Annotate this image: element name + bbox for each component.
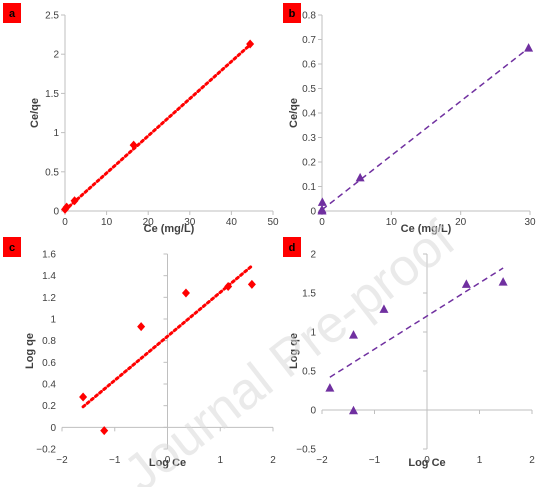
- panel-tag-label: b: [289, 8, 296, 20]
- panel-tag-label: c: [9, 242, 15, 254]
- data-point-diamond: [79, 392, 88, 402]
- y-axis-title: Log qe: [24, 333, 36, 369]
- y-tick-label: 1.6: [42, 250, 56, 261]
- x-tick-label: 10: [101, 217, 113, 228]
- y-axis-title: Ce/qe: [29, 98, 41, 128]
- trendline: [81, 264, 254, 409]
- y-tick-label: 0.5: [302, 84, 316, 95]
- y-tick-label: 0.5: [302, 367, 316, 378]
- data-point-triangle: [349, 405, 358, 415]
- data-point-triangle: [524, 43, 534, 52]
- panel-d: −0.5 0 0.5 1 1.5 2 −2 −1 0 1 2 Log Ce Log qe d: [283, 237, 535, 469]
- y-tick-label: 0.5: [45, 167, 59, 178]
- x-axis-title: Ce (mg/L): [144, 223, 195, 235]
- panel-c: −0.2 0 0.2 0.4 0.6 0.8 1 1.2 1.4 1.6 −2 −1 0 1 2 Log Ce…: [3, 237, 276, 469]
- x-tick-label: 20: [143, 217, 155, 228]
- y-tick-label: 0.4: [42, 380, 56, 391]
- y-tick-label: 0.6: [42, 358, 56, 369]
- x-axis-title: Log Ce: [149, 457, 186, 469]
- panel-a: 0 0.5 1 1.5 2 2.5 0 10 20 30 40 50 Ce (mg/L) Ce/qe a: [3, 3, 279, 235]
- y-tick-label: −0.5: [296, 445, 316, 456]
- x-tick-label: 1: [217, 455, 223, 466]
- data-point-diamond: [129, 140, 138, 150]
- y-tick-label: 0.3: [302, 133, 316, 144]
- x-tick-label: −1: [109, 455, 121, 466]
- panel-b: 0 0.1 0.2 0.3 0.4 0.5 0.6 0.7 0.8 0 10 20 30 Ce (mg/L…: [283, 3, 536, 235]
- x-tick-label: 40: [226, 217, 238, 228]
- x-tick-label: −1: [369, 455, 381, 466]
- y-tick-label: 0.1: [302, 182, 316, 193]
- y-tick-label: 1.5: [45, 89, 59, 100]
- y-tick-label: 0.7: [302, 35, 316, 46]
- x-tick-label: 0: [319, 217, 325, 228]
- y-tick-label: 2: [53, 50, 59, 61]
- trendline: [63, 43, 252, 212]
- y-tick-label: 0: [310, 406, 316, 417]
- y-tick-label: 1.4: [42, 271, 56, 282]
- y-tick-label: 0.2: [302, 158, 316, 169]
- y-tick-label: 1.2: [42, 293, 56, 304]
- y-tick-label: 0.4: [302, 109, 316, 120]
- data-point-diamond: [181, 288, 190, 298]
- data-point-triangle: [498, 277, 508, 286]
- x-tick-label: 20: [455, 217, 467, 228]
- data-point-triangle: [379, 304, 389, 313]
- x-axis-title: Ce (mg/L): [401, 223, 452, 235]
- y-axis-title: Ce/qe: [288, 98, 300, 128]
- y-tick-label: 0.8: [42, 336, 56, 347]
- y-tick-label: 2.5: [45, 11, 59, 22]
- data-point-diamond: [100, 426, 109, 436]
- data-point-diamond: [246, 39, 255, 49]
- trendline: [321, 47, 530, 211]
- data-point-diamond: [224, 282, 233, 291]
- data-point-diamond: [70, 196, 79, 206]
- x-axis-title: Log Ce: [408, 457, 445, 469]
- x-tick-label: −2: [316, 455, 328, 466]
- y-tick-label: 0: [310, 207, 316, 218]
- panel-tag-label: a: [9, 8, 16, 20]
- x-tick-label: 1: [477, 455, 483, 466]
- panel-tag-box: [283, 3, 301, 23]
- y-tick-label: 0.6: [302, 60, 316, 71]
- panel-tag-box: [3, 3, 21, 23]
- y-tick-label: 0.8: [302, 11, 316, 22]
- x-tick-label: 2: [270, 455, 276, 466]
- y-tick-label: −0.2: [36, 445, 56, 456]
- y-tick-label: 1: [50, 315, 56, 326]
- data-point-diamond: [62, 202, 71, 212]
- data-point-triangle: [317, 204, 327, 214]
- x-tick-label: −2: [56, 455, 68, 466]
- trendline: [329, 267, 504, 378]
- panel-tag-label: d: [289, 242, 296, 254]
- x-tick-label: 0: [165, 455, 171, 466]
- data-point-triangle: [317, 197, 327, 206]
- y-tick-label: 0.2: [42, 401, 56, 412]
- data-point-diamond: [247, 279, 256, 289]
- x-tick-label: 50: [267, 217, 279, 228]
- data-point-diamond: [137, 322, 146, 332]
- panel-tag-box: [3, 237, 21, 257]
- x-tick-label: 2: [529, 455, 535, 466]
- y-tick-label: 1: [53, 128, 59, 139]
- x-tick-label: 30: [524, 217, 536, 228]
- x-tick-label: 30: [184, 217, 196, 228]
- y-tick-label: 1: [310, 328, 316, 339]
- x-tick-label: 0: [62, 217, 68, 228]
- y-tick-label: 0: [50, 423, 56, 434]
- y-tick-label: 0: [53, 207, 59, 218]
- x-tick-label: 0: [424, 455, 430, 466]
- data-point-triangle: [349, 330, 358, 339]
- panel-tag-box: [283, 237, 301, 257]
- y-tick-label: 2: [310, 250, 316, 261]
- data-point-triangle: [325, 383, 335, 392]
- x-tick-label: 10: [386, 217, 398, 228]
- data-point-triangle: [461, 279, 471, 288]
- data-point-triangle: [355, 172, 365, 182]
- y-axis-title: Log qe: [288, 333, 300, 369]
- y-tick-label: 1.5: [302, 289, 316, 300]
